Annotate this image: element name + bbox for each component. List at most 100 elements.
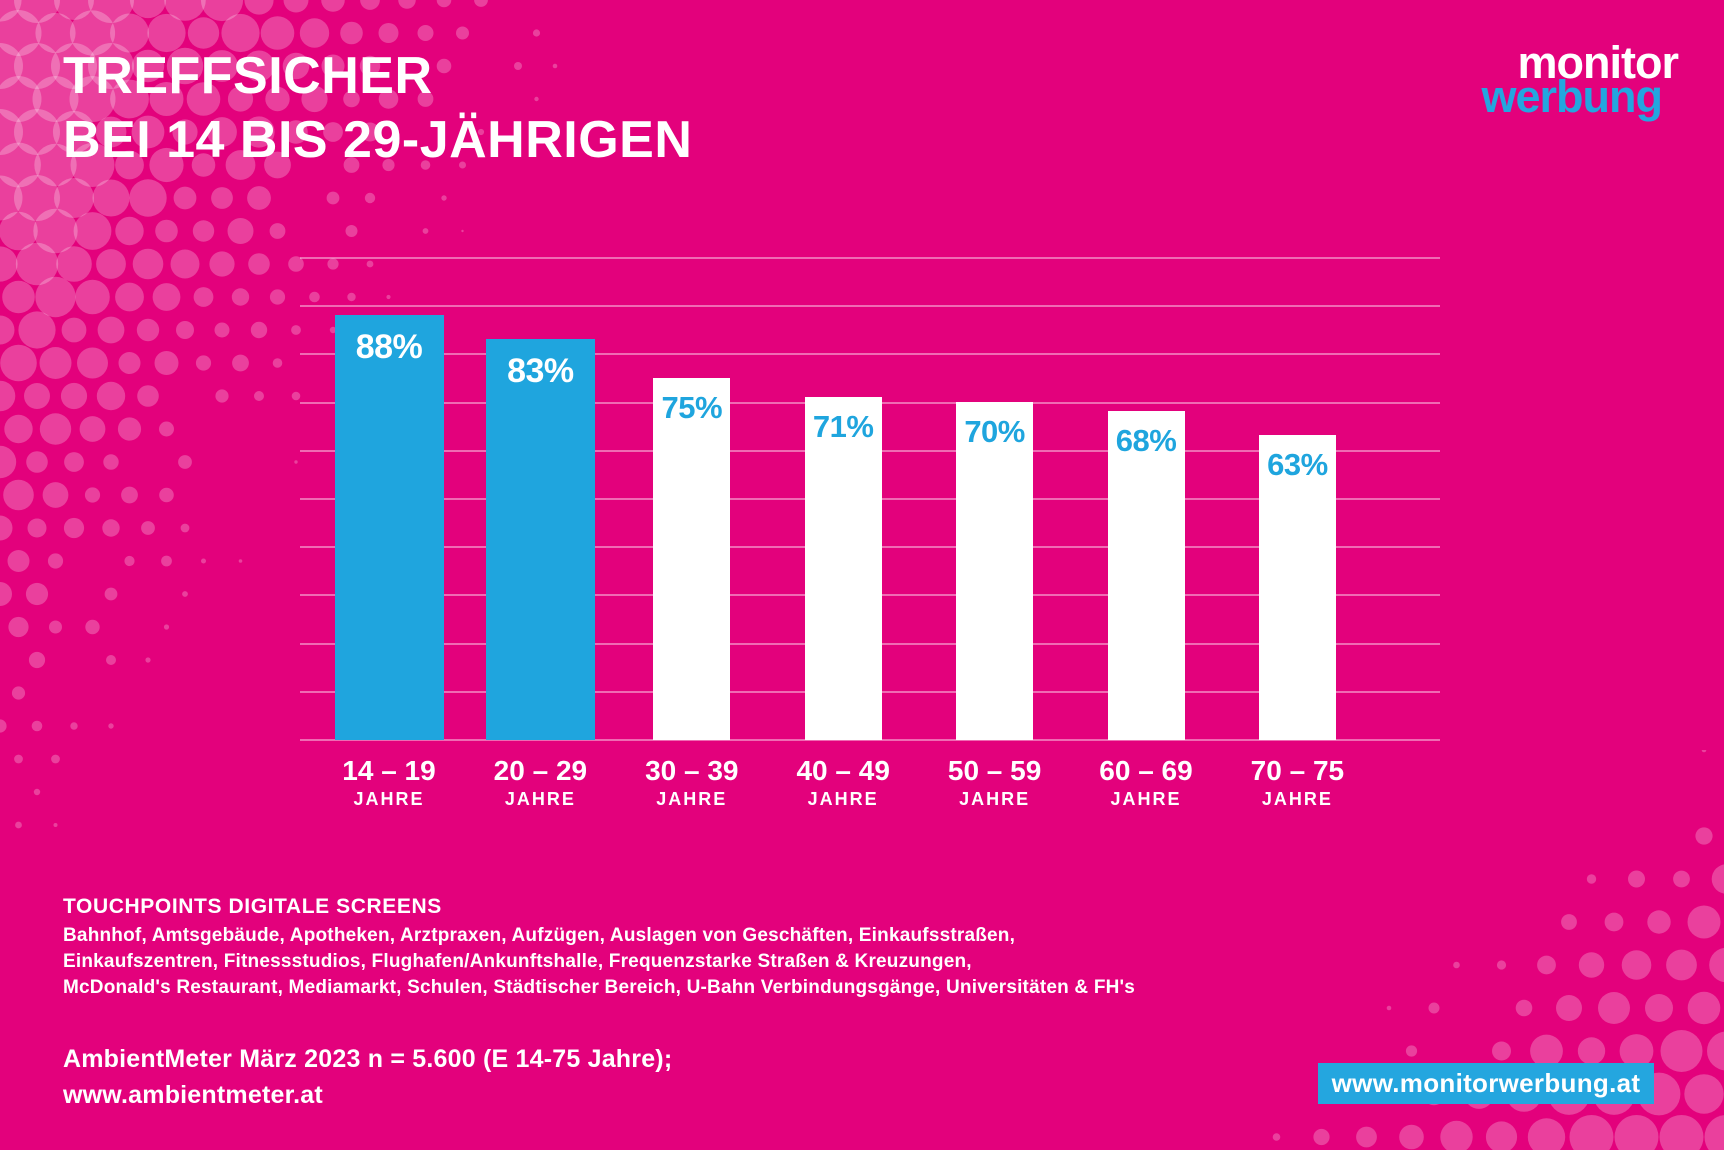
halftone-dot	[1577, 1037, 1606, 1065]
halftone-dot	[1659, 1115, 1704, 1150]
halftone-dot	[25, 582, 49, 606]
halftone-dot	[360, 122, 380, 142]
halftone-dot	[0, 246, 18, 282]
halftone-dot	[291, 325, 301, 335]
halftone-dot	[0, 175, 23, 221]
halftone-dot	[47, 553, 64, 569]
x-axis-range: 60 – 69	[1099, 755, 1193, 786]
halftone-dot	[291, 391, 301, 401]
halftone-dot	[192, 220, 215, 242]
halftone-dot	[1515, 999, 1533, 1017]
x-axis-range: 30 – 39	[645, 755, 739, 786]
page-title: TREFFSICHER BEI 14 BIS 29-JÄHRIGEN	[63, 44, 692, 172]
halftone-dot	[238, 559, 243, 563]
halftone-dot	[1711, 864, 1724, 894]
halftone-dot	[15, 821, 22, 829]
halftone-dot	[172, 119, 198, 145]
x-axis-range: 14 – 19	[342, 755, 436, 786]
halftone-dot	[35, 276, 76, 318]
page-title-line2: BEI 14 BIS 29-JÄHRIGEN	[63, 111, 693, 169]
halftone-dot	[85, 619, 100, 635]
halftone-dot	[69, 10, 116, 56]
halftone-dot	[132, 248, 164, 280]
halftone-dot	[131, 49, 165, 83]
halftone-dot	[1399, 1124, 1424, 1150]
halftone-dot	[1453, 961, 1460, 969]
halftone-dot	[0, 211, 38, 251]
halftone-dot	[182, 591, 188, 597]
touchpoints-line: Bahnhof, Amtsgebäude, Apotheken, Arztpra…	[63, 925, 1016, 946]
halftone-dot	[0, 43, 23, 89]
gridline	[300, 257, 1440, 259]
halftone-dot	[1530, 1034, 1563, 1068]
halftone-dot	[121, 486, 138, 504]
website-badge: www.monitorwerbung.at	[1318, 1063, 1654, 1104]
halftone-dot	[326, 191, 340, 205]
halftone-dot	[417, 25, 434, 41]
x-axis-category-label: 60 – 69 JAHRE	[1066, 755, 1226, 810]
halftone-dot	[282, 52, 310, 80]
halftone-dot	[115, 150, 144, 180]
halftone-dot	[1660, 1030, 1703, 1072]
halftone-dot	[27, 518, 47, 538]
halftone-dot	[88, 43, 134, 89]
halftone-dot	[63, 517, 85, 539]
halftone-dot	[378, 23, 399, 43]
halftone-dot	[152, 283, 181, 311]
halftone-dot	[269, 289, 286, 305]
halftone-dot	[398, 0, 416, 9]
halftone-dot	[231, 288, 250, 306]
halftone-dot	[31, 720, 43, 732]
halftone-dot	[176, 321, 194, 339]
halftone-dot	[70, 722, 78, 730]
halftone-dot	[110, 79, 149, 119]
halftone-dot	[386, 294, 391, 300]
halftone-dot	[159, 421, 174, 437]
halftone-dot	[360, 0, 380, 10]
halftone-dot	[1701, 750, 1707, 753]
halftone-dot	[309, 291, 320, 303]
halftone-dot	[211, 187, 233, 209]
halftone-dot	[294, 460, 298, 464]
halftone-dot	[42, 482, 69, 508]
halftone-dot	[136, 318, 160, 342]
halftone-dot	[345, 225, 358, 237]
halftone-dot	[51, 43, 97, 89]
bar: 63%	[1258, 435, 1336, 740]
halftone-dot	[92, 179, 130, 217]
halftone-dot	[18, 311, 56, 349]
x-axis-category-label: 70 – 75 JAHRE	[1217, 756, 1377, 810]
halftone-dot	[1405, 1045, 1418, 1057]
halftone-dot	[164, 0, 206, 21]
halftone-dot	[1666, 949, 1697, 981]
halftone-dot	[0, 142, 41, 188]
halftone-dot	[0, 0, 22, 22]
x-axis-unit: JAHRE	[1110, 789, 1182, 809]
halftone-dot	[166, 47, 204, 85]
halftone-dot	[14, 109, 60, 155]
halftone-dot	[79, 416, 106, 442]
halftone-dot	[347, 292, 356, 302]
halftone-dot	[186, 82, 221, 116]
halftone-dot	[420, 160, 431, 170]
touchpoints-line: McDonald's Restaurant, Mediamarkt, Schul…	[63, 977, 1136, 998]
halftone-dot	[343, 157, 360, 173]
x-axis-unit: JAHRE	[656, 789, 728, 809]
halftone-dot	[227, 86, 254, 112]
halftone-dot	[155, 219, 178, 243]
x-axis-unit: JAHRE	[959, 789, 1031, 809]
halftone-dot	[1440, 1120, 1473, 1150]
brand-logo-werbung: werbung	[1481, 71, 1663, 122]
halftone-dot	[1645, 994, 1673, 1022]
halftone-dot	[288, 256, 304, 272]
halftone-dot	[104, 587, 118, 601]
halftone-dot	[14, 43, 60, 89]
halftone-dot	[0, 582, 12, 606]
halftone-dot	[95, 116, 127, 148]
halftone-dot	[1604, 912, 1624, 932]
halftone-dot	[1598, 992, 1630, 1024]
halftone-dot	[417, 91, 434, 107]
bar-value-label: 88%	[355, 327, 423, 366]
halftone-dot	[0, 76, 42, 122]
